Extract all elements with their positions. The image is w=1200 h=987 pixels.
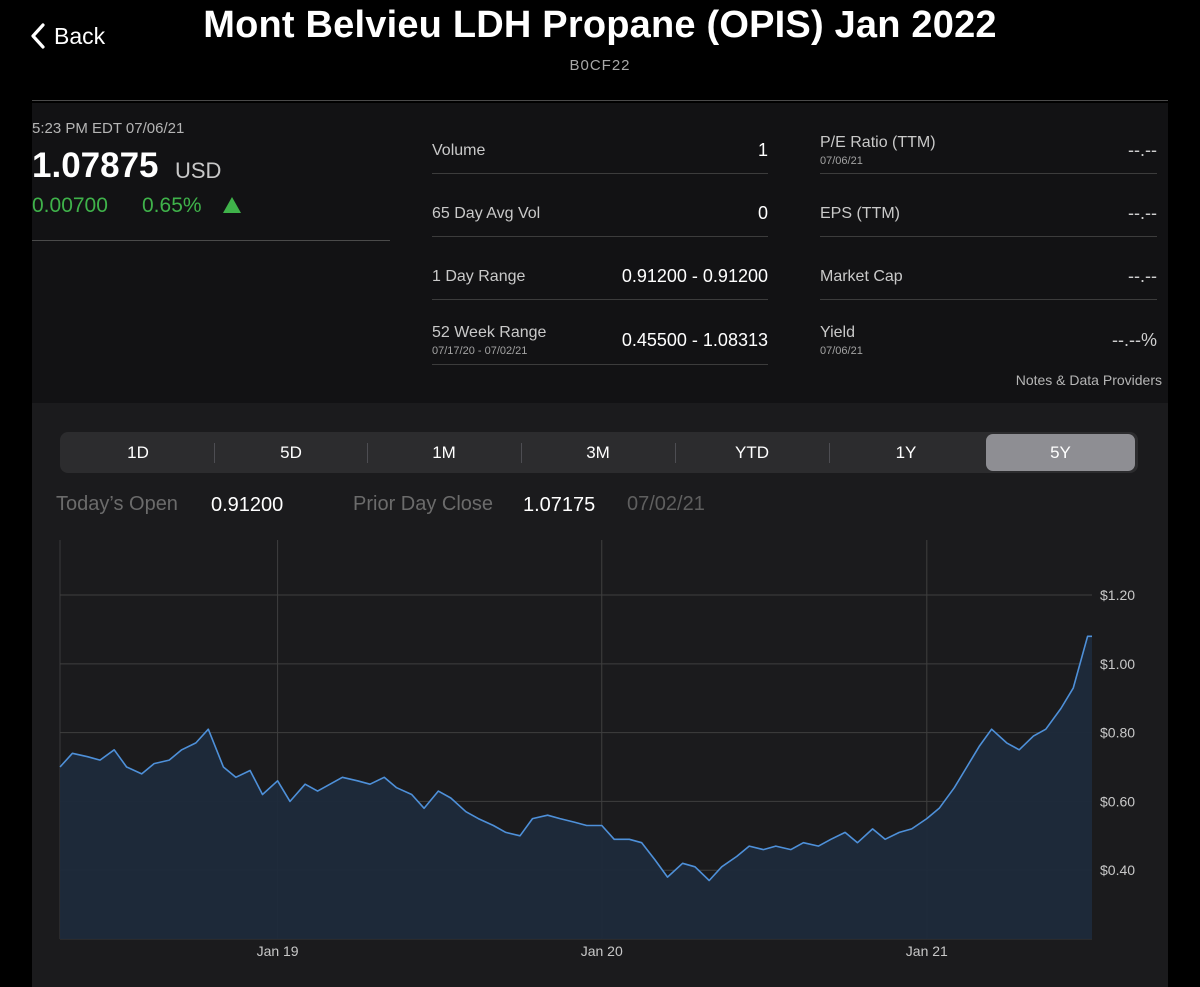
- tab-3m[interactable]: 3M: [586, 443, 610, 462]
- price-line: [59, 635, 1092, 882]
- stat-label: Volume: [432, 142, 486, 159]
- stat-label: 1 Day Range: [432, 268, 526, 285]
- notes-data-providers-link[interactable]: Notes & Data Providers: [1015, 372, 1162, 388]
- stat-value: --.--: [1128, 140, 1157, 160]
- tab-ytd[interactable]: YTD: [735, 443, 769, 462]
- price-chart[interactable]: $0.40 $0.60 $0.80 $1.00 $1.20 Jan 19 Jan 20 Jan…: [32, 530, 1168, 970]
- back-label: Back: [54, 22, 106, 49]
- x-tick-label: Jan 20: [581, 943, 623, 959]
- quote-divider: [32, 240, 390, 241]
- chevron-left-icon: [31, 23, 45, 49]
- range-tabs: 1D 5D 1M 3M YTD 1Y 5Y: [60, 432, 1138, 473]
- stat-eps: EPS (TTM) --.--: [820, 191, 1157, 237]
- stat-pe-ratio: P/E Ratio (TTM) 07/06/21 --.--: [820, 128, 1157, 174]
- stat-sublabel: 07/17/20 - 07/02/21: [432, 345, 528, 357]
- stat-label: EPS (TTM): [820, 205, 900, 222]
- tab-separator: [829, 443, 830, 463]
- stat-volume: Volume 1: [432, 128, 768, 174]
- stat-value: --.--: [1128, 203, 1157, 223]
- stat-yield: Yield 07/06/21 --.--%: [820, 317, 1157, 365]
- header: Back Mont Belvieu LDH Propane (OPIS) Jan…: [0, 0, 1200, 100]
- price-area-fill: [60, 636, 1092, 939]
- up-arrow-icon: [223, 197, 241, 213]
- stat-label: 52 Week Range: [432, 324, 547, 341]
- stat-value: --.--%: [1112, 330, 1157, 350]
- price-change: 0.00700: [32, 194, 108, 217]
- stat-1-day-range: 1 Day Range 0.91200 - 0.91200: [432, 254, 768, 300]
- stat-52-week-range: 52 Week Range 07/17/20 - 07/02/21 0.4550…: [432, 317, 768, 365]
- stat-label: Yield: [820, 324, 855, 341]
- tab-separator: [521, 443, 522, 463]
- tab-5d[interactable]: 5D: [280, 443, 302, 462]
- todays-open-value: 0.91200: [211, 494, 284, 516]
- tab-1d[interactable]: 1D: [127, 443, 149, 462]
- last-price: 1.07875: [32, 146, 159, 185]
- y-tick-label: $1.00: [1100, 656, 1135, 672]
- stat-value: 0: [757, 203, 768, 223]
- todays-open-label: Today’s Open: [56, 493, 178, 515]
- stat-value: 0.91200 - 0.91200: [621, 266, 768, 286]
- tab-separator: [675, 443, 676, 463]
- prior-close-value: 1.07175: [523, 494, 596, 516]
- stat-sublabel: 07/06/21: [820, 345, 863, 357]
- stat-value: 0.45500 - 1.08313: [621, 330, 768, 350]
- quote-panel: [32, 103, 1168, 403]
- x-tick-label: Jan 21: [906, 943, 948, 959]
- stat-65-day-avg-vol: 65 Day Avg Vol 0: [432, 191, 768, 237]
- stat-value: 1: [757, 140, 768, 160]
- back-button[interactable]: Back: [30, 22, 105, 50]
- header-divider: [32, 100, 1168, 101]
- tab-separator: [214, 443, 215, 463]
- y-tick-label: $0.80: [1100, 725, 1135, 741]
- tab-1y[interactable]: 1Y: [895, 443, 917, 462]
- stat-value: --.--: [1128, 266, 1157, 286]
- symbol-label: B0CF22: [569, 57, 631, 74]
- tab-separator: [367, 443, 368, 463]
- stat-label: Market Cap: [820, 268, 903, 285]
- y-tick-label: $0.60: [1100, 793, 1135, 809]
- stat-label: P/E Ratio (TTM): [820, 134, 936, 151]
- stat-label: 65 Day Avg Vol: [432, 205, 541, 222]
- y-tick-label: $1.20: [1100, 587, 1135, 603]
- quote-timestamp: 5:23 PM EDT 07/06/21: [32, 120, 185, 137]
- stat-market-cap: Market Cap --.--: [820, 254, 1157, 300]
- x-tick-label: Jan 19: [257, 943, 299, 959]
- prior-close-label: Prior Day Close: [353, 493, 494, 515]
- currency-label: USD: [175, 158, 222, 183]
- tab-5y[interactable]: 5Y: [986, 434, 1135, 471]
- prior-close-date: 07/02/21: [627, 493, 705, 515]
- y-tick-label: $0.40: [1100, 862, 1135, 878]
- tab-1m[interactable]: 1M: [432, 443, 456, 462]
- price-change-percent: 0.65%: [142, 194, 202, 217]
- stat-sublabel: 07/06/21: [820, 155, 863, 167]
- page-title: Mont Belvieu LDH Propane (OPIS) Jan 2022: [203, 4, 997, 46]
